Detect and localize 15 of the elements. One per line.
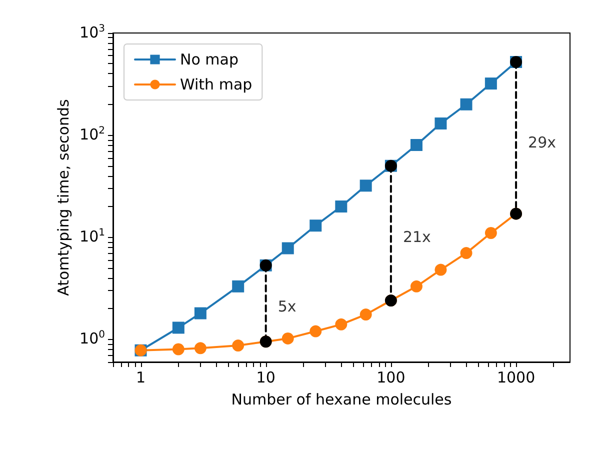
x-tick-label: 10	[256, 368, 276, 386]
legend-label: No map	[180, 50, 238, 68]
y-axis-title: Atomtyping time, seconds	[54, 98, 72, 296]
y-tick-label: 10$^{0}$	[80, 330, 105, 348]
annotation: 21x	[402, 228, 432, 246]
y-tick-label: 10$^{3}$	[80, 24, 105, 42]
y-tick-label: 10$^{1}$	[80, 228, 105, 246]
legend-label: With map	[180, 76, 252, 94]
annotation: 5x	[278, 297, 296, 316]
x-tick-label: 1000	[496, 368, 536, 386]
x-tick-label: 100	[376, 368, 406, 386]
x-axis-title: Number of hexane molecules	[231, 390, 452, 408]
x-tick-label: 1	[136, 368, 146, 386]
annotation: 29x	[528, 133, 556, 152]
y-tick-label: 10$^{2}$	[80, 126, 105, 144]
